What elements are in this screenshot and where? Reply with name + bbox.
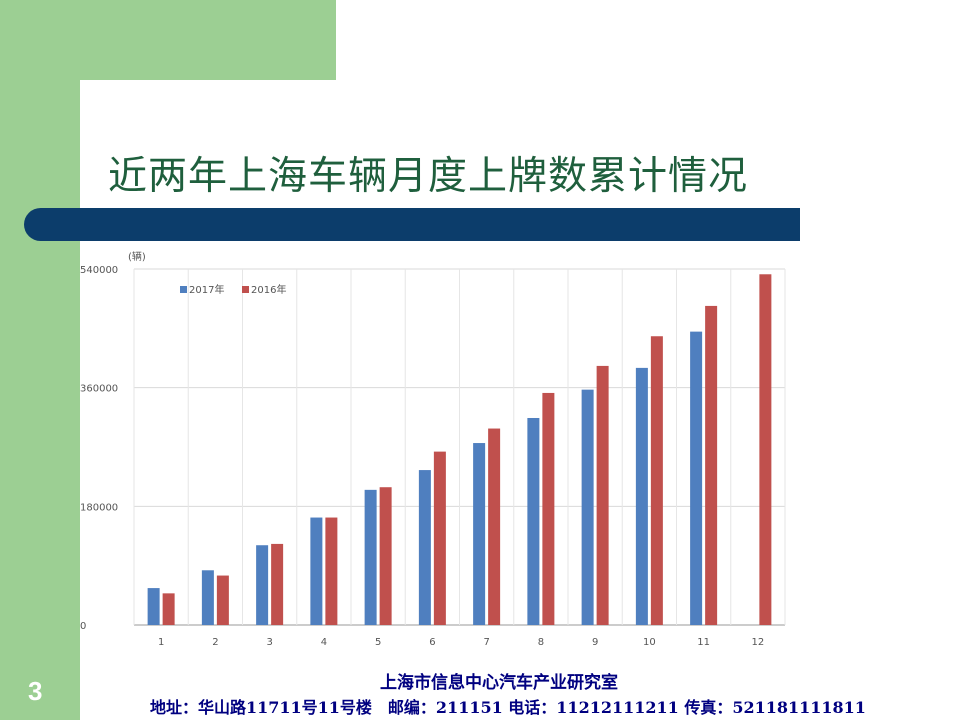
legend-swatch-2017年 [180,286,187,293]
x-tick-label: 4 [321,637,327,648]
legend-label-2017年: 2017年 [189,283,224,296]
x-tick-label: 1 [158,637,164,648]
bar-2017年-4 [310,517,323,625]
x-tick-label: 10 [643,637,656,648]
bar-2017年-5 [364,489,377,625]
green-side-band [0,0,80,720]
bar-2016年-2 [216,575,229,625]
x-tick-label: 5 [375,637,381,648]
bar-2016年-3 [271,543,284,625]
y-tick-label: 0 [80,621,86,632]
bar-2016年-7 [488,428,501,625]
bar-2017年-1 [147,588,160,625]
y-tick-label: 360000 [80,384,118,395]
x-tick-label: 8 [538,637,544,648]
chart-legend: 2017年 2016年 [180,283,286,296]
bar-2017年-2 [201,570,214,625]
bar-2017年-9 [581,389,594,625]
legend-label-2016年: 2016年 [251,283,286,296]
bar-2017年-10 [635,367,648,625]
bar-2016年-8 [542,392,555,625]
x-tick-label: 12 [752,637,765,648]
bar-2016年-9 [596,365,609,625]
bar-2016年-12 [759,274,772,625]
bar-2017年-8 [527,417,540,625]
x-tick-label: 3 [266,637,272,648]
bar-2017年-3 [256,545,269,625]
bar-2016年-6 [433,451,446,625]
footer-organization: 上海市信息中心汽车产业研究室 [380,673,618,693]
x-tick-label: 6 [429,637,435,648]
x-tick-label: 11 [697,637,710,648]
y-tick-label: 540000 [80,265,118,276]
bar-2016年-5 [379,487,392,625]
y-tick-label: 180000 [80,502,118,513]
legend-swatch-2016年 [242,286,249,293]
bar-2016年-4 [325,517,338,625]
chart-bars [147,274,772,625]
bar-2016年-11 [705,305,718,625]
x-tick-label: 7 [483,637,489,648]
bar-2016年-10 [650,336,663,625]
chart-grid [133,268,786,626]
page-number: 3 [28,676,43,706]
slide-title: 近两年上海车辆月度上牌数累计情况 [108,154,749,199]
bar-2016年-1 [162,593,175,625]
bar-2017年-7 [473,443,486,625]
footer-contact-info: 地址：华山路11711号11号楼 邮编：211151 电话：1121211121… [150,698,866,717]
title-underline-bar [24,208,800,241]
x-tick-label: 2 [212,637,218,648]
bar-2017年-6 [418,470,431,625]
bar-2017年-11 [690,331,703,625]
y-unit-label: (辆) [128,250,146,263]
x-tick-label: 9 [592,637,598,648]
